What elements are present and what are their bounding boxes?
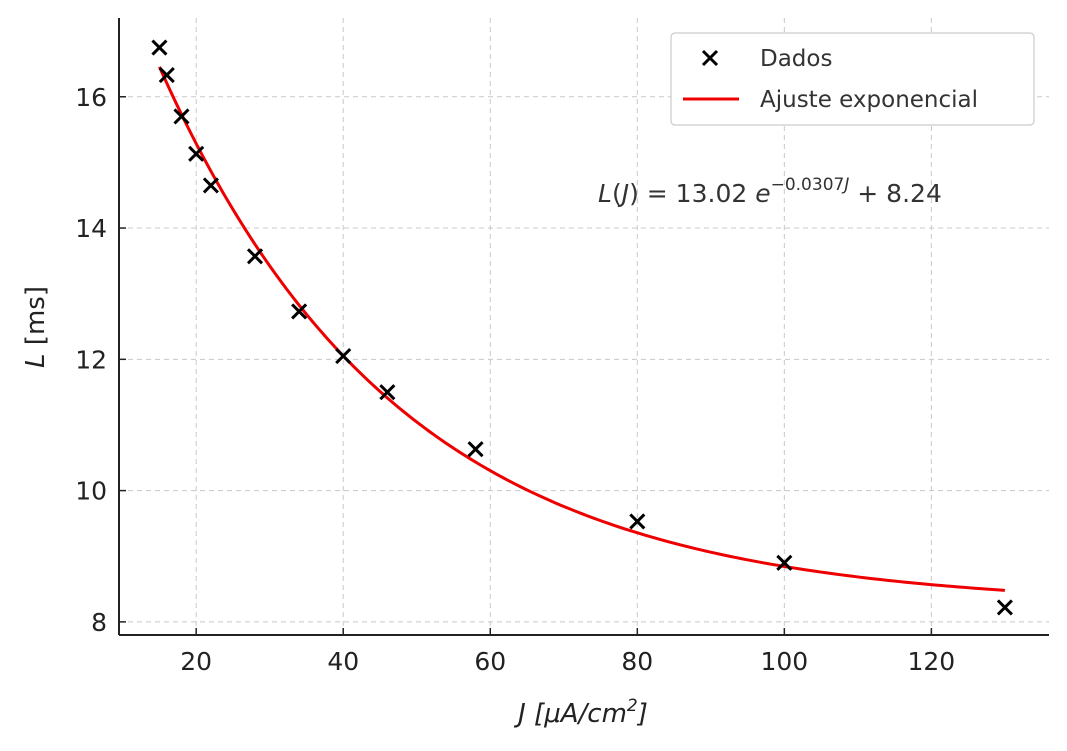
data-point <box>996 599 1013 616</box>
data-point <box>173 108 190 125</box>
legend: Dados Ajuste exponencial <box>670 32 1035 126</box>
y-tick-label: 10 <box>75 477 107 506</box>
fit-curve <box>158 66 1005 592</box>
data-point <box>467 441 484 458</box>
data-point <box>776 554 793 571</box>
x-tick-label: 120 <box>908 647 956 676</box>
data-point <box>629 513 646 530</box>
data-points <box>151 39 1013 616</box>
y-tick-label: 12 <box>75 345 107 374</box>
x-axis-label: J [μA/cm2] <box>513 696 648 729</box>
x-tick-label: 40 <box>327 647 359 676</box>
legend-label-ajuste: Ajuste exponencial <box>760 87 978 113</box>
x-tick-label: 100 <box>760 647 808 676</box>
x-tick-label: 60 <box>474 647 506 676</box>
legend-marker-dados <box>701 49 719 67</box>
data-point <box>379 384 396 401</box>
y-tick-label: 14 <box>75 214 107 243</box>
legend-label-dados: Dados <box>760 46 832 72</box>
data-point <box>202 177 219 194</box>
axes <box>118 18 1049 636</box>
y-axis-label: L [ms] <box>21 286 51 368</box>
data-point <box>335 347 352 365</box>
data-point <box>158 67 175 84</box>
y-tick-label: 8 <box>91 608 107 637</box>
data-point <box>151 39 168 56</box>
fit-equation: L(J) = 13.02 e−0.0307J + 8.24 <box>598 175 942 208</box>
x-tick-label: 80 <box>621 647 653 676</box>
fit-curve-group <box>158 66 1005 592</box>
x-tick-label: 20 <box>180 647 212 676</box>
data-point <box>188 145 205 162</box>
y-tick-label: 16 <box>75 83 107 112</box>
data-point <box>246 248 264 265</box>
x-ticks: 20 40 60 80 100 120 <box>180 628 955 676</box>
y-ticks: 8 10 12 14 16 <box>75 83 126 637</box>
data-point <box>291 303 308 320</box>
legend-box <box>670 32 1035 126</box>
